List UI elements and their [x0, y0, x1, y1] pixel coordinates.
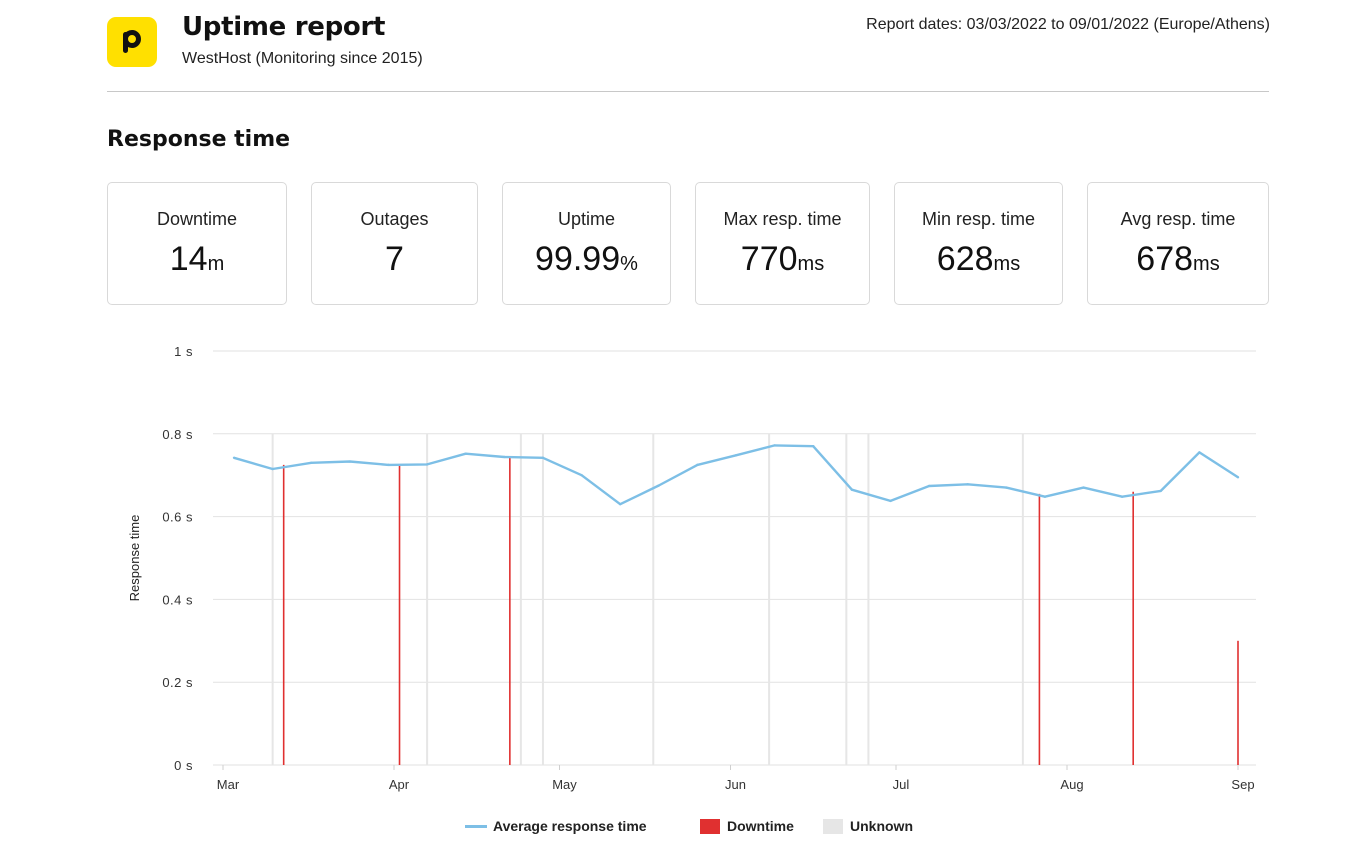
stat-label: Downtime: [156, 209, 238, 229]
stat-value: 7: [385, 240, 404, 278]
stat-value: 678ms: [1136, 240, 1220, 278]
data-point: [464, 452, 467, 455]
data-point: [1236, 476, 1240, 479]
x-tick-label: Mar: [217, 777, 240, 792]
y-tick-label: 0.2 s: [162, 675, 193, 690]
data-point: [271, 467, 274, 471]
data-point: [1005, 486, 1008, 489]
data-point: [850, 488, 854, 491]
stat-label: Outages: [360, 209, 429, 229]
legend-downtime-swatch: [700, 818, 720, 834]
y-tick-label: 0 s: [174, 758, 193, 773]
legend-label: Unknown: [850, 818, 913, 834]
stat-label: Max resp. time: [723, 209, 842, 229]
data-point: [618, 502, 622, 506]
x-tick-label: May: [552, 777, 577, 792]
page-subtitle: WestHost (Monitoring since 2015): [182, 50, 423, 67]
y-axis-label: Response time: [127, 515, 142, 602]
data-point: [1043, 495, 1047, 498]
stat-card-max-resp: Max resp. time 770ms: [695, 182, 870, 305]
stat-value: 628ms: [936, 240, 1021, 278]
legend-unknown-swatch: [823, 818, 843, 834]
stat-value: 14m: [169, 240, 225, 278]
p-logo-icon: [123, 30, 141, 53]
stat-card-uptime: Uptime 99.99%: [502, 182, 671, 305]
y-tick-label: 0.6 s: [162, 510, 193, 525]
data-point: [387, 463, 390, 467]
data-point: [541, 456, 545, 460]
data-point: [310, 461, 313, 464]
legend-item-average[interactable]: Average response time: [465, 818, 647, 834]
x-tick-label: Aug: [1060, 777, 1083, 792]
x-tick-label: Jul: [893, 777, 910, 792]
data-point: [425, 463, 429, 466]
stat-card-avg-resp: Avg resp. time 678ms: [1087, 182, 1269, 305]
stat-value: 770ms: [740, 240, 825, 278]
x-tick-label: Jun: [725, 777, 746, 792]
y-tick-label: 0.4 s: [162, 592, 193, 607]
data-point: [773, 444, 776, 447]
data-point: [966, 483, 969, 486]
x-tick-label: Sep: [1231, 777, 1254, 792]
data-point: [889, 499, 892, 503]
data-point: [1159, 489, 1162, 493]
data-point: [812, 445, 815, 448]
data-point: [927, 484, 931, 488]
legend-label: Average response time: [493, 818, 647, 834]
data-point: [734, 454, 738, 457]
data-point: [580, 474, 583, 477]
page-title: Uptime report: [182, 12, 386, 42]
legend-item-downtime[interactable]: Downtime: [700, 818, 794, 834]
section-title: Response time: [107, 127, 291, 152]
stat-label: Min resp. time: [921, 209, 1036, 229]
stat-card-downtime: Downtime 14m: [107, 182, 287, 305]
stat-label: Avg resp. time: [1120, 209, 1236, 229]
legend-line-swatch: [465, 824, 487, 828]
data-point: [348, 460, 352, 463]
data-point: [696, 463, 699, 467]
data-point: [1082, 486, 1085, 489]
report-dates: Report dates: 03/03/2022 to 09/01/2022 (…: [866, 16, 1270, 33]
stat-label: Uptime: [557, 209, 615, 229]
data-point: [657, 484, 660, 487]
y-tick-label: 1 s: [174, 344, 193, 359]
data-point: [503, 455, 506, 459]
data-point: [1198, 451, 1201, 454]
y-tick-label: 0.8 s: [162, 427, 193, 442]
header-divider: [107, 91, 1269, 92]
data-point: [1120, 495, 1124, 498]
app-logo: [107, 17, 157, 67]
legend-label: Downtime: [727, 818, 794, 834]
data-point: [232, 456, 236, 460]
stat-value: 99.99%: [535, 240, 638, 278]
stat-card-min-resp: Min resp. time 628ms: [894, 182, 1063, 305]
stat-card-outages: Outages 7: [311, 182, 478, 305]
x-tick-label: Apr: [389, 777, 410, 792]
legend-item-unknown[interactable]: Unknown: [823, 818, 913, 834]
